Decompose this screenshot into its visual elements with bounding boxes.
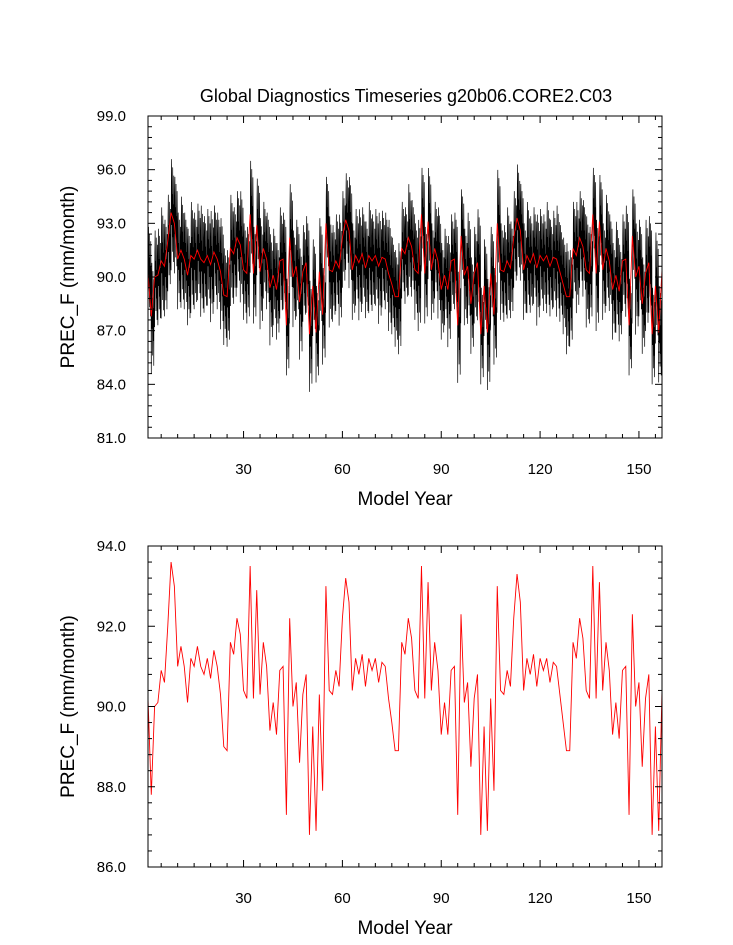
top-y-tick-label: 81.0 — [97, 430, 126, 447]
bottom-x-tick-label: 30 — [235, 890, 252, 907]
bottom-y-tick-label: 86.0 — [97, 859, 126, 876]
bottom-x-axis-title: Model Year — [357, 918, 453, 939]
top-y-tick-label: 84.0 — [97, 376, 126, 393]
bottom-y-axis-title: PREC_F (mm/month) — [58, 615, 79, 798]
bottom-plot-frame — [147, 545, 663, 868]
bottom-series-annual-line — [147, 561, 663, 835]
top-y-tick-label: 90.0 — [97, 269, 126, 286]
bottom-x-tick-label: 90 — [433, 890, 450, 907]
chart-title: Global Diagnostics Timeseries g20b06.COR… — [200, 86, 612, 106]
bottom-y-tick-label: 94.0 — [97, 538, 126, 555]
top-y-tick-label: 87.0 — [97, 323, 126, 340]
top-y-tick-label: 93.0 — [97, 215, 126, 232]
bottom-y-tick-label: 92.0 — [97, 618, 126, 635]
top-series-monthly-line — [147, 159, 663, 392]
bottom-x-tick-label: 120 — [528, 890, 553, 907]
top-panel: 30 60 90 120 150 81.0 84.0 87.0 90.0 93.0 96.0 99.0… — [58, 108, 663, 510]
top-series-annual-line — [147, 212, 663, 335]
bottom-x-tick-label: 60 — [334, 890, 351, 907]
top-x-tick-label: 60 — [334, 461, 351, 478]
top-x-tick-label: 150 — [626, 461, 651, 478]
top-x-tick-label: 120 — [528, 461, 553, 478]
top-y-tick-label: 99.0 — [97, 108, 126, 125]
top-x-axis-title: Model Year — [357, 489, 453, 510]
bottom-panel: 30 60 90 120 150 86.0 88.0 90.0 92.0 94.0 Model Y… — [58, 538, 663, 939]
bottom-y-tick-label: 90.0 — [97, 699, 126, 716]
bottom-y-tick-label: 88.0 — [97, 779, 126, 796]
top-y-axis-title: PREC_F (mm/month) — [58, 186, 79, 369]
top-x-tick-label: 90 — [433, 461, 450, 478]
top-x-tick-label: 30 — [235, 461, 252, 478]
top-y-tick-label: 96.0 — [97, 162, 126, 179]
bottom-x-tick-label: 150 — [626, 890, 651, 907]
